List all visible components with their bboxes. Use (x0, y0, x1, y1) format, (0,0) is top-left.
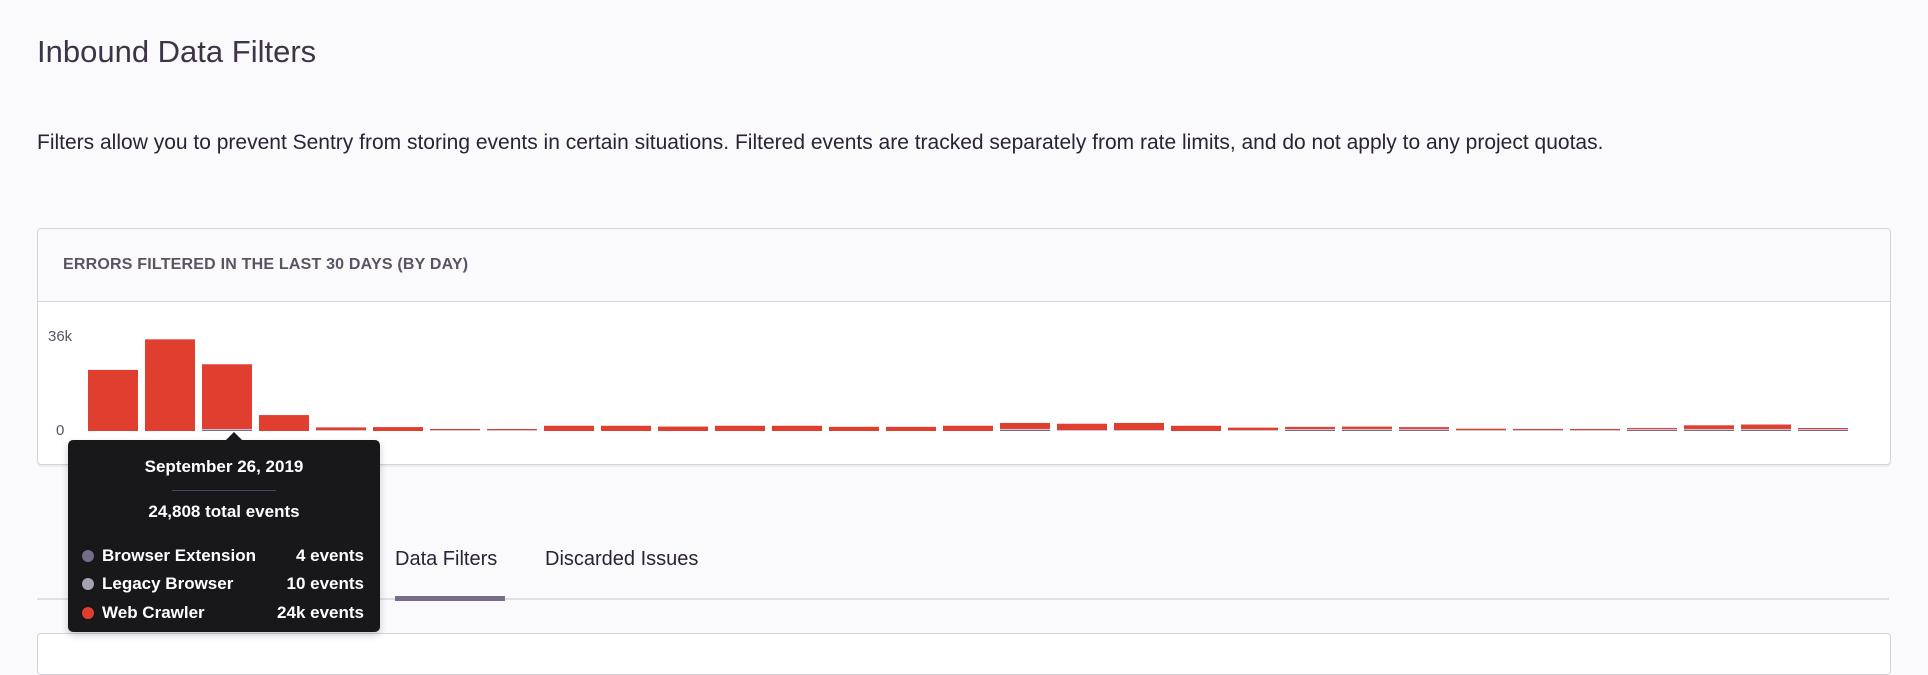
bar-web-crawler[interactable] (772, 425, 822, 431)
tooltip-series-value: 4 events (295, 546, 364, 565)
bar-web-crawler[interactable] (715, 425, 765, 431)
bar-legacy-browser[interactable] (1342, 428, 1392, 430)
bar-legacy-browser[interactable] (487, 430, 537, 431)
bar-web-crawler[interactable] (430, 429, 480, 430)
bar-web-crawler[interactable] (1057, 423, 1107, 430)
tooltip-divider (172, 490, 276, 491)
bar-legacy-browser[interactable] (1570, 430, 1620, 431)
bar-legacy-browser[interactable] (1000, 428, 1050, 430)
bar-legacy-browser[interactable] (1627, 428, 1677, 430)
page-title: Inbound Data Filters (37, 34, 317, 69)
bar-web-crawler[interactable] (1627, 427, 1677, 429)
tooltip-row-legacy-browser: Legacy Browser 10 events (82, 572, 364, 596)
bar-web-crawler[interactable] (1171, 425, 1221, 431)
bar-browser-extension[interactable] (1285, 429, 1335, 431)
bar-web-crawler[interactable] (202, 364, 252, 429)
bar-legacy-browser[interactable] (1513, 430, 1563, 431)
tooltip-series-name: Browser Extension (102, 546, 256, 565)
legend-dot-icon (82, 607, 94, 619)
bar-web-crawler[interactable] (1570, 428, 1620, 430)
bar-web-crawler[interactable] (1114, 422, 1164, 430)
tooltip-series-name: Legacy Browser (102, 574, 234, 593)
bar-browser-extension[interactable] (202, 430, 252, 431)
bar-browser-extension[interactable] (1798, 430, 1848, 431)
bar-legacy-browser[interactable] (430, 430, 480, 431)
bar-web-crawler[interactable] (1741, 424, 1791, 429)
bar-browser-extension[interactable] (1627, 429, 1677, 431)
bar-legacy-browser[interactable] (1684, 428, 1734, 430)
y-tick-max: 36k (48, 328, 73, 345)
bar-legacy-browser[interactable] (1114, 430, 1164, 431)
y-tick-zero: 0 (56, 422, 64, 439)
bar-web-crawler[interactable] (1798, 428, 1848, 429)
tooltip-row-web-crawler: Web Crawler 24k events (82, 601, 364, 625)
tooltip-total: 24,808 total events (148, 502, 300, 521)
filtered-errors-chart: 36k 0 (48, 328, 1848, 439)
errors-filtered-panel: ERRORS FILTERED IN THE LAST 30 DAYS (BY … (37, 228, 1891, 465)
bar-web-crawler[interactable] (1285, 426, 1335, 429)
bar-browser-extension[interactable] (1000, 429, 1050, 431)
tooltip-series-name: Web Crawler (102, 603, 205, 622)
bar-web-crawler[interactable] (658, 426, 708, 431)
bar-web-crawler[interactable] (1513, 428, 1563, 430)
bar-web-crawler[interactable] (1399, 427, 1449, 429)
bar-web-crawler[interactable] (145, 339, 195, 431)
page-description: Filters allow you to prevent Sentry from… (37, 131, 1604, 154)
tooltip-series-value: 10 events (286, 574, 365, 593)
filter-tabs: Data Filters Discarded Issues (37, 540, 1889, 601)
tab-discarded-issues[interactable]: Discarded Issues (545, 548, 699, 570)
bar-web-crawler[interactable] (259, 415, 309, 431)
bar-web-crawler[interactable] (1456, 428, 1506, 430)
bar-web-crawler[interactable] (1342, 426, 1392, 429)
bar-web-crawler[interactable] (544, 425, 594, 431)
bar-web-crawler[interactable] (886, 426, 936, 431)
bar-legacy-browser[interactable] (1798, 429, 1848, 430)
bar-web-crawler[interactable] (1684, 425, 1734, 429)
chart-tooltip: September 26, 2019 24,808 total events B… (68, 432, 380, 632)
bar-web-crawler[interactable] (487, 429, 537, 430)
active-tab-indicator (395, 596, 505, 601)
legend-dot-icon (82, 578, 94, 590)
bar-web-crawler[interactable] (1000, 422, 1050, 429)
bar-legacy-browser[interactable] (202, 429, 252, 430)
bar-web-crawler[interactable] (373, 427, 423, 431)
bar-legacy-browser[interactable] (1741, 428, 1791, 430)
bar-legacy-browser[interactable] (1228, 430, 1278, 431)
bar-legacy-browser[interactable] (1399, 428, 1449, 430)
bar-legacy-browser[interactable] (316, 430, 366, 431)
bar-web-crawler[interactable] (601, 425, 651, 431)
bar-browser-extension[interactable] (1684, 429, 1734, 431)
tooltip-series-value: 24k events (277, 603, 364, 622)
bar-legacy-browser[interactable] (1456, 430, 1506, 431)
tooltip-date: September 26, 2019 (144, 457, 304, 476)
bar-web-crawler[interactable] (316, 427, 366, 430)
panel-title: ERRORS FILTERED IN THE LAST 30 DAYS (BY … (38, 229, 1890, 302)
bar-web-crawler[interactable] (88, 369, 138, 431)
tooltip-row-browser-extension: Browser Extension 4 events (82, 544, 364, 568)
bar-legacy-browser[interactable] (1057, 430, 1107, 431)
bar-web-crawler[interactable] (1228, 427, 1278, 430)
tooltip-arrow (226, 432, 242, 440)
bar-browser-extension[interactable] (1342, 429, 1392, 431)
bar-browser-extension[interactable] (1399, 429, 1449, 431)
bar-legacy-browser[interactable] (1285, 428, 1335, 430)
bar-web-crawler[interactable] (943, 425, 993, 431)
tab-data-filters[interactable]: Data Filters (395, 548, 498, 570)
bar-web-crawler[interactable] (829, 426, 879, 431)
filters-list-panel (37, 633, 1891, 675)
bar-browser-extension[interactable] (1741, 429, 1791, 431)
legend-dot-icon (82, 550, 94, 562)
